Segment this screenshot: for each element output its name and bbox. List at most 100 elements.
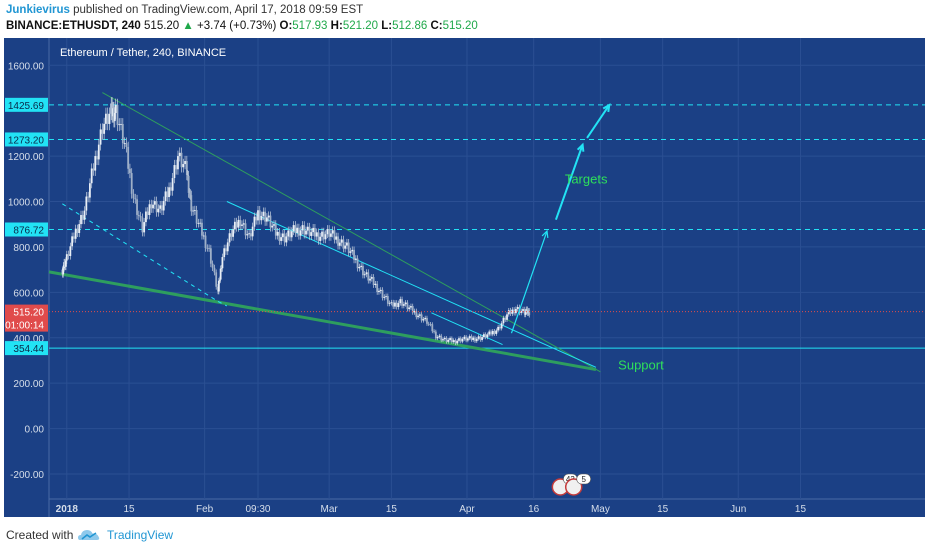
x-axis-ticks: 2018 15 Feb 09:30 Mar 15 Apr 16 May 15 Jun 15 (56, 504, 807, 515)
chart-plot-area[interactable] (49, 38, 925, 499)
candle-body (434, 331, 437, 339)
candle-body (477, 336, 480, 339)
event-count-bubble (576, 473, 592, 485)
price-chart[interactable]: 1600.00 1200.00 1000.00 800.00 600.00 400.00 2… (4, 38, 928, 517)
chart-frame[interactable]: 1600.00 1200.00 1000.00 800.00 600.00 400.00 2… (4, 38, 928, 517)
annotation-label: Targets (565, 171, 608, 186)
x-tick-label: 15 (386, 504, 398, 515)
candle-body (335, 236, 338, 240)
candle-body (211, 263, 214, 268)
candle-body (522, 309, 524, 311)
candle-body (528, 310, 531, 316)
target-arrow-head (602, 103, 611, 113)
candle-body (136, 199, 138, 215)
candle-body (367, 272, 370, 281)
x-tick-label: Jun (730, 504, 746, 515)
event-badges[interactable]: 435 (551, 473, 592, 496)
grid-lines (48, 38, 925, 517)
candle-body (99, 129, 102, 145)
candle-body (417, 315, 419, 318)
candle-body (500, 323, 503, 329)
candle-body (472, 337, 475, 340)
candle-body (274, 224, 277, 236)
candle-body (431, 324, 434, 332)
candle-body (228, 233, 231, 243)
candle-body (438, 335, 441, 337)
candle-body (267, 215, 270, 218)
candle-body (346, 242, 348, 246)
candle-body (317, 232, 320, 241)
candle-body (85, 196, 88, 211)
candle-body (392, 302, 395, 307)
candle-body (395, 302, 398, 308)
candle-body (276, 231, 279, 236)
candle-body (197, 222, 200, 224)
tradingview-brand-link[interactable]: TradingView (107, 528, 174, 542)
author-link[interactable]: Junkievirus (6, 4, 70, 16)
candle-body (233, 221, 236, 230)
candle-body (287, 230, 290, 237)
y-tick-label: -200.00 (10, 470, 44, 481)
candle-body (354, 258, 357, 260)
event-flag-icon[interactable] (564, 478, 583, 496)
candle-body (81, 214, 84, 220)
candle-body (113, 113, 116, 122)
price-level-badge (5, 341, 48, 356)
candle-body (186, 175, 189, 176)
candle-body (418, 314, 421, 316)
candle-body (87, 196, 90, 198)
candle-body (486, 334, 489, 338)
candle-body (305, 230, 307, 235)
candle-body (96, 156, 98, 160)
candle-body (143, 222, 146, 233)
candle-body (321, 231, 323, 237)
candle-body (129, 168, 131, 174)
candle-body (155, 201, 158, 213)
candle-body (219, 268, 222, 280)
candle-body (130, 173, 133, 194)
candle-body (192, 210, 194, 212)
candle-body (239, 219, 242, 226)
candle-body (383, 296, 386, 298)
y-axis-area[interactable] (4, 38, 49, 517)
publish-info: Junkievirus published on TradingView.com… (6, 4, 363, 16)
x-axis-area[interactable] (49, 499, 925, 517)
candle-body (484, 334, 487, 338)
trendline (62, 203, 219, 302)
candle-body (370, 277, 373, 279)
candle-body (92, 168, 95, 171)
last-price-badge (5, 304, 48, 332)
low-value: 512.86 (392, 20, 428, 32)
candle-body (351, 249, 354, 252)
x-tick-label: May (591, 504, 610, 515)
candle-body (150, 204, 153, 209)
candle-body (73, 236, 75, 239)
candle-body (422, 319, 425, 321)
candle-body (145, 211, 147, 223)
candle-body (71, 236, 74, 247)
candle-body (342, 239, 345, 249)
candle-body (132, 193, 135, 199)
candle-body (303, 225, 306, 235)
close-label: C: (430, 20, 443, 32)
candle-body (450, 338, 453, 342)
x-tick-label: 09:30 (245, 504, 270, 515)
candle-body (381, 289, 384, 298)
candle-body (363, 274, 366, 276)
candle-body (506, 314, 508, 320)
countdown-label: 01:00:14 (5, 321, 44, 332)
high-value: 521.20 (342, 20, 378, 32)
x-tick-label: Mar (321, 504, 339, 515)
candle-body (470, 336, 473, 340)
candle-body (69, 246, 72, 256)
chart-title: Ethereum / Tether, 240, BINANCE (60, 47, 226, 59)
candle-body (509, 310, 512, 314)
candle-body (456, 340, 459, 344)
candle-body (114, 104, 117, 114)
candle-body (137, 214, 140, 217)
candle-body (125, 143, 128, 147)
candle-body (301, 225, 304, 231)
candle-body (164, 191, 167, 202)
candle-body (507, 310, 510, 315)
candle-body (190, 195, 193, 212)
